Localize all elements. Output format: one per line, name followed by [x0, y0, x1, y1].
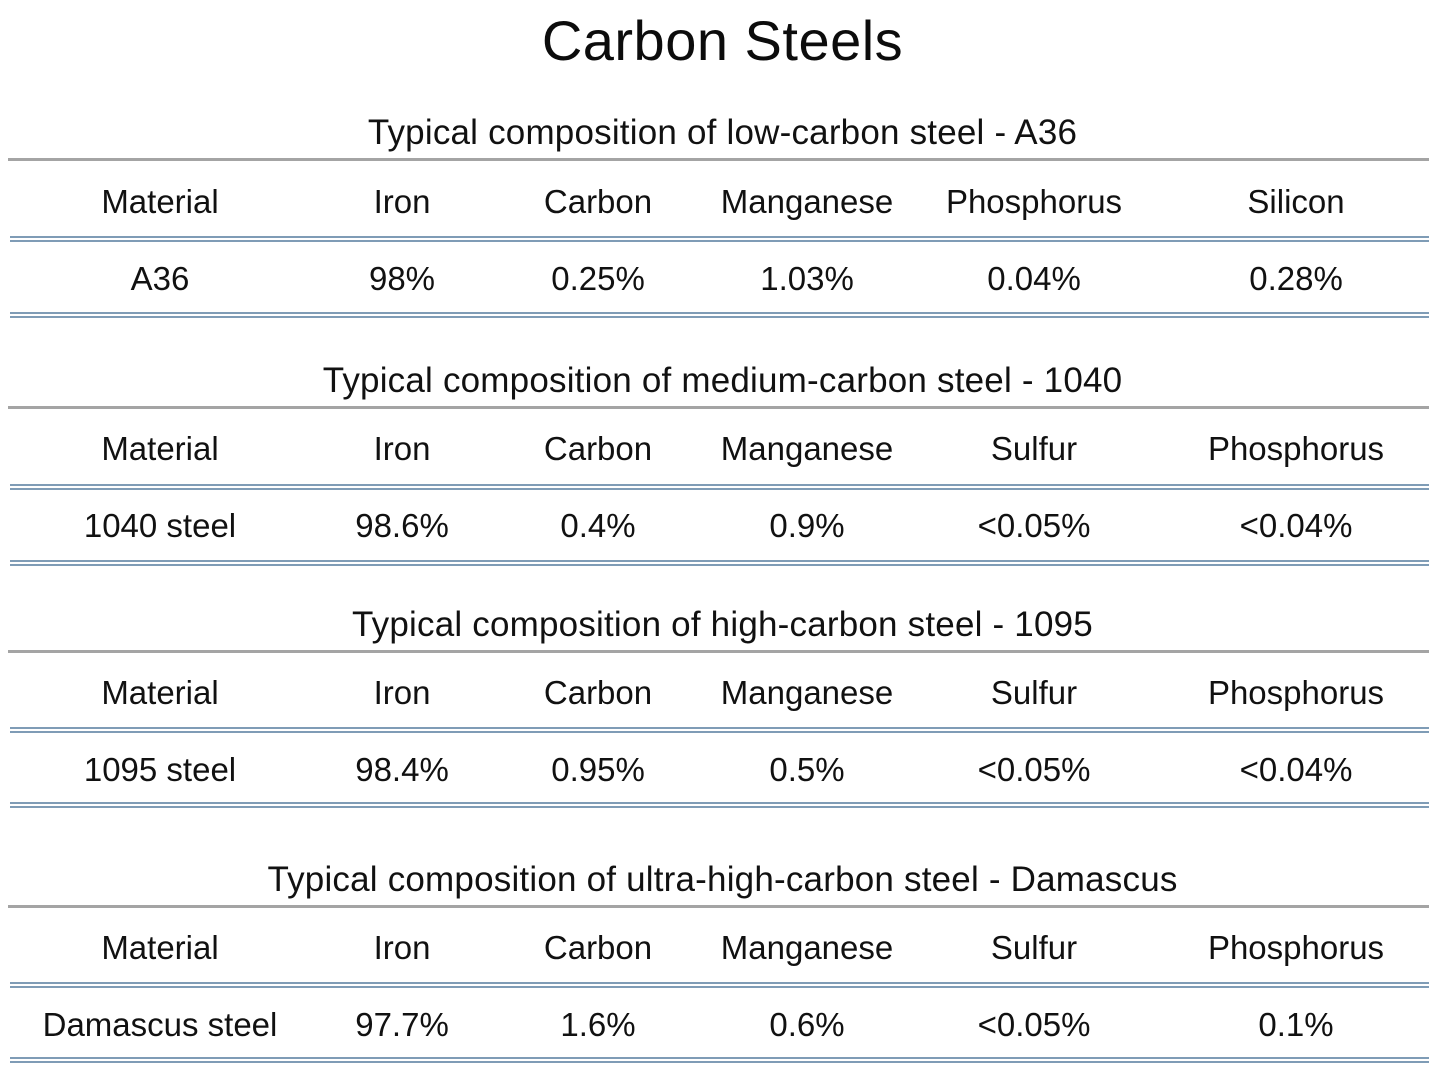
header-row: Material Iron Carbon Manganese Sulfur Ph…: [0, 926, 1429, 970]
header-iron: Iron: [373, 674, 431, 711]
header-row: Material Iron Carbon Manganese Sulfur Ph…: [0, 427, 1429, 471]
header-material: Material: [101, 929, 219, 966]
header-divider: [10, 727, 1429, 733]
cell-manganese: 0.9%: [769, 507, 845, 544]
header-manganese: Manganese: [720, 674, 894, 711]
table-row: 1040 steel 98.6% 0.4% 0.9% <0.05% <0.04%: [0, 504, 1429, 548]
table-caption: Typical composition of ultra-high-carbon…: [267, 860, 1178, 899]
header-iron: Iron: [373, 430, 431, 467]
header-row: Material Iron Carbon Manganese Phosphoru…: [0, 180, 1429, 224]
cell-material: 1040 steel: [83, 507, 237, 544]
table-row: A36 98% 0.25% 1.03% 0.04% 0.28%: [0, 257, 1429, 301]
cell-phosphorus: 0.04%: [987, 260, 1081, 297]
cell-manganese: 0.5%: [769, 751, 845, 788]
header-manganese: Manganese: [720, 183, 894, 220]
header-iron: Iron: [373, 929, 431, 966]
header-carbon: Carbon: [543, 430, 653, 467]
page-title: Carbon Steels: [541, 9, 904, 72]
table-bottom-border: [10, 560, 1429, 566]
cell-material: A36: [130, 260, 190, 297]
table-caption: Typical composition of high-carbon steel…: [352, 605, 1093, 644]
header-carbon: Carbon: [543, 674, 653, 711]
table-caption: Typical composition of medium-carbon ste…: [322, 361, 1123, 400]
cell-carbon: 0.4%: [560, 507, 636, 544]
cell-carbon: 1.6%: [560, 1006, 636, 1043]
cell-manganese: 0.6%: [769, 1006, 845, 1043]
cell-sulfur: <0.05%: [977, 1006, 1091, 1043]
header-divider: [10, 236, 1429, 242]
table-top-border: [8, 650, 1429, 653]
table-row: Damascus steel 97.7% 1.6% 0.6% <0.05% 0.…: [0, 1003, 1429, 1047]
header-phosphorus: Phosphorus: [1207, 674, 1385, 711]
header-divider: [10, 484, 1429, 490]
header-manganese: Manganese: [720, 430, 894, 467]
cell-manganese: 1.03%: [760, 260, 854, 297]
cell-phosphorus: <0.04%: [1239, 751, 1353, 788]
cell-sulfur: <0.05%: [977, 507, 1091, 544]
header-sulfur: Sulfur: [990, 430, 1078, 467]
cell-iron: 98.6%: [355, 507, 449, 544]
cell-iron: 98.4%: [355, 751, 449, 788]
header-material: Material: [101, 674, 219, 711]
header-phosphorus: Phosphorus: [1207, 929, 1385, 966]
cell-iron: 97.7%: [355, 1006, 449, 1043]
header-material: Material: [101, 430, 219, 467]
table-top-border: [8, 905, 1429, 908]
header-phosphorus: Phosphorus: [1207, 430, 1385, 467]
table-top-border: [8, 406, 1429, 409]
header-phosphorus: Phosphorus: [945, 183, 1123, 220]
cell-sulfur: <0.05%: [977, 751, 1091, 788]
table-caption: Typical composition of low-carbon steel …: [367, 113, 1078, 152]
cell-material: 1095 steel: [83, 751, 237, 788]
header-material: Material: [101, 183, 219, 220]
table-bottom-border: [10, 312, 1429, 318]
cell-silicon: 0.28%: [1249, 260, 1343, 297]
header-divider: [10, 982, 1429, 988]
header-silicon: Silicon: [1247, 183, 1345, 220]
header-carbon: Carbon: [543, 183, 653, 220]
header-iron: Iron: [373, 183, 431, 220]
header-manganese: Manganese: [720, 929, 894, 966]
table-bottom-border: [10, 802, 1429, 808]
cell-phosphorus: 0.1%: [1258, 1006, 1334, 1043]
table-top-border: [8, 158, 1429, 161]
header-sulfur: Sulfur: [990, 929, 1078, 966]
cell-carbon: 0.95%: [551, 751, 645, 788]
cell-material: Damascus steel: [42, 1006, 278, 1043]
table-bottom-border: [10, 1057, 1429, 1063]
cell-phosphorus: <0.04%: [1239, 507, 1353, 544]
header-sulfur: Sulfur: [990, 674, 1078, 711]
table-row: 1095 steel 98.4% 0.95% 0.5% <0.05% <0.04…: [0, 748, 1429, 792]
cell-carbon: 0.25%: [551, 260, 645, 297]
header-row: Material Iron Carbon Manganese Sulfur Ph…: [0, 671, 1429, 715]
header-carbon: Carbon: [543, 929, 653, 966]
cell-iron: 98%: [368, 260, 436, 297]
